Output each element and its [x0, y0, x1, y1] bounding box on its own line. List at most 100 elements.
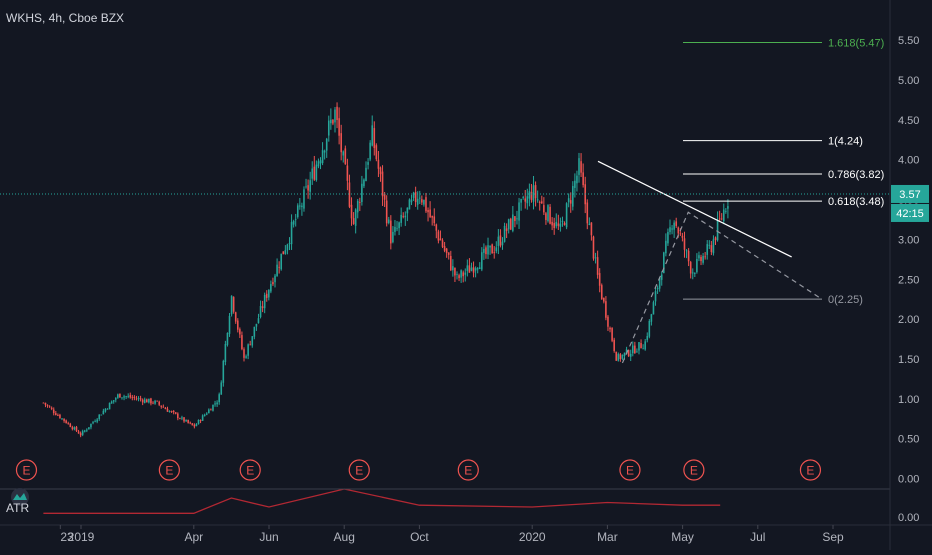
candle-body	[565, 203, 568, 228]
fib-construction-line[interactable]	[621, 211, 823, 364]
candle-body	[557, 223, 560, 226]
candle-body	[106, 408, 109, 410]
time-axis-label: May	[671, 530, 694, 544]
candle-body	[44, 402, 47, 405]
candle-body	[212, 404, 214, 411]
symbol-title[interactable]: WKHS, 4h, Cboe BZX	[6, 11, 124, 25]
candle-body	[241, 335, 243, 350]
earnings-marker-label: E	[690, 464, 698, 478]
candle-body	[507, 219, 510, 230]
candle-body	[86, 429, 88, 431]
price-axis-tick: 2.00	[898, 314, 919, 326]
candle-body	[174, 412, 177, 414]
candle-body	[722, 209, 725, 221]
indicator-logo-icon[interactable]	[11, 488, 29, 506]
candle-body	[301, 205, 303, 207]
candle-body	[596, 257, 599, 275]
candle-body	[218, 394, 220, 403]
earnings-marker[interactable]	[619, 459, 641, 481]
candle-body	[55, 413, 57, 416]
candle-body	[323, 150, 326, 153]
candle-body	[425, 197, 427, 212]
earnings-marker[interactable]	[457, 459, 479, 481]
price-axis-tick: 2.50	[898, 274, 919, 286]
earnings-marker-label: E	[355, 464, 363, 478]
price-axis-tick: 1.50	[898, 354, 919, 366]
earnings-marker[interactable]	[15, 459, 38, 481]
price-axis[interactable]: 5.505.004.504.003.503.002.502.001.501.00…	[898, 35, 919, 485]
candle-body	[481, 252, 483, 270]
candle-body	[677, 227, 680, 234]
last-price-marker[interactable]: 3.57 42:15	[0, 184, 929, 222]
candle-body	[141, 399, 144, 403]
candle-body	[532, 185, 535, 202]
candle-body	[441, 240, 444, 247]
candle-body	[255, 323, 258, 327]
earnings-marker[interactable]	[239, 459, 261, 481]
candle-body	[621, 354, 624, 359]
earnings-marker-label: E	[464, 464, 472, 478]
candle-body	[367, 162, 369, 165]
candle-body	[499, 235, 502, 246]
candle-body	[435, 224, 438, 231]
candle-body	[412, 192, 415, 198]
candle-body	[394, 226, 396, 232]
candle-body	[199, 420, 202, 422]
price-axis-tick: 5.50	[898, 35, 919, 47]
time-axis-label: Mar	[597, 530, 618, 544]
candle-body	[700, 256, 702, 262]
earnings-marker[interactable]	[158, 459, 180, 481]
candle-body	[131, 397, 134, 398]
candle-body	[139, 398, 142, 400]
price-axis-tick: 4.50	[898, 115, 919, 127]
candle-body	[90, 423, 92, 428]
candle-body	[634, 345, 636, 354]
candle-body	[631, 345, 634, 354]
candle-body	[663, 252, 665, 274]
candle-body	[216, 402, 218, 405]
candle-body	[594, 257, 597, 259]
candle-body	[487, 245, 489, 255]
indicator-logo-glyph	[13, 493, 27, 500]
candle-body	[46, 404, 49, 406]
candle-body	[69, 423, 72, 428]
candle-body	[611, 328, 613, 341]
candle-body	[340, 133, 342, 153]
candle-body	[644, 341, 646, 350]
candle-body	[572, 186, 574, 207]
candle-body	[454, 268, 456, 276]
candle-body	[129, 395, 132, 398]
candle-body	[346, 165, 349, 181]
candle-body	[83, 430, 86, 432]
candle-body	[150, 398, 152, 404]
candle-body	[133, 396, 136, 398]
candle-body	[117, 394, 119, 398]
fib-level-label: 0.786(3.82)	[828, 169, 884, 181]
candle-body	[189, 422, 192, 424]
candle-body	[257, 318, 260, 324]
trendline[interactable]	[597, 160, 792, 258]
atr-legend[interactable]: ATR 0.00	[6, 488, 919, 524]
candle-body	[359, 202, 361, 203]
candle-body	[303, 189, 305, 209]
candle-body	[187, 419, 189, 423]
candle-body	[503, 225, 506, 242]
earnings-marker[interactable]	[683, 459, 705, 481]
earnings-marker[interactable]	[348, 459, 370, 481]
candle-body	[278, 266, 280, 268]
candle-body	[270, 284, 272, 292]
candle-body	[338, 118, 340, 136]
candle-body	[123, 396, 125, 398]
candle-body	[52, 409, 55, 414]
candle-body	[299, 205, 301, 207]
candle-body	[321, 150, 324, 164]
candle-body	[282, 251, 285, 255]
drawings-layer[interactable]: 1.618(5.47) 1(4.24) 0.786(3.82) 0.618(3.48)…	[597, 38, 884, 364]
candle-body	[665, 240, 667, 254]
earnings-marker[interactable]	[799, 459, 822, 481]
time-axis-label: Aug	[334, 530, 355, 544]
